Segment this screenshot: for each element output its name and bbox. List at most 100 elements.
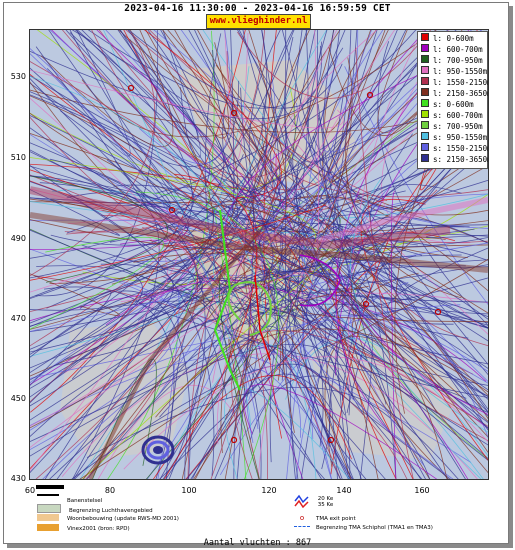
flight-track <box>295 162 488 397</box>
flight-track <box>103 30 251 433</box>
y-tick-label: 490 <box>10 234 26 243</box>
flight-track <box>30 175 324 447</box>
flight-track <box>322 30 441 153</box>
flight-track <box>30 47 284 247</box>
flight-track <box>280 211 354 479</box>
map-key-label: Vinex2001 (bron: RPD) <box>67 526 130 532</box>
flight-track <box>284 36 488 326</box>
flight-track <box>30 75 298 194</box>
flight-track <box>71 30 281 214</box>
flight-track <box>249 375 459 479</box>
site-url-link[interactable]: www.vlieghinder.nl <box>206 14 311 29</box>
flight-track <box>30 116 282 250</box>
map-key-noise-contours: 20 Ke 35 Ke <box>294 494 333 509</box>
legend-swatch <box>421 154 429 162</box>
flight-track <box>71 148 488 380</box>
flight-track <box>30 43 454 279</box>
y-tick-label: 470 <box>10 314 26 323</box>
flight-track <box>160 266 488 427</box>
flight-track <box>30 344 350 457</box>
flight-track <box>194 30 340 206</box>
flight-track <box>49 30 239 284</box>
flight-track <box>30 282 214 396</box>
flight-track <box>119 30 265 209</box>
legend-entry: s: 700-950m <box>421 121 483 131</box>
flight-track <box>30 265 143 381</box>
flight-track <box>328 269 488 422</box>
legend-label: l: 600-700m <box>433 45 483 54</box>
legend-swatch <box>421 88 429 96</box>
flight-track <box>241 277 488 317</box>
flight-track <box>30 221 278 324</box>
legend-label: s: 1550-2150m <box>433 144 489 153</box>
runway-swatch <box>37 494 59 503</box>
legend-label: s: 700-950m <box>433 122 483 131</box>
flight-track <box>62 30 313 178</box>
flight-track <box>269 30 449 463</box>
flight-track <box>302 226 465 479</box>
flight-track <box>30 175 168 283</box>
flight-track <box>377 41 488 326</box>
flight-track <box>169 344 317 479</box>
legend-entry: s: 950-1550m <box>421 132 487 142</box>
flight-track <box>245 309 332 479</box>
flight-track <box>96 30 261 202</box>
map-key-label: Banenstelsel <box>67 498 103 504</box>
flight-track <box>344 66 488 306</box>
tma-exit-marker <box>127 84 135 92</box>
legend-entry: s: 2150-3650m <box>421 154 489 164</box>
flight-track <box>79 225 428 479</box>
flight-track <box>324 30 389 133</box>
holding-circle <box>141 435 175 465</box>
legend-entry: l: 700-950m <box>421 55 483 65</box>
flight-track <box>30 190 300 389</box>
vinex-swatch <box>37 524 59 531</box>
flight-track-canvas <box>30 30 488 479</box>
x-tick-label: 100 <box>181 486 197 495</box>
flight-track <box>30 189 120 236</box>
legend-swatch <box>421 121 429 129</box>
map-key-label: Begrenzing Luchthavengebied <box>69 508 153 514</box>
flight-track <box>30 176 280 429</box>
flight-track <box>83 195 321 479</box>
flight-track <box>30 204 327 281</box>
flight-track <box>211 30 352 242</box>
flight-track <box>135 191 280 479</box>
flight-track-map[interactable]: l: 0-600m l: 600-700m l: 700-950m l: 950… <box>29 29 489 480</box>
holding-circle <box>146 440 170 460</box>
flight-track <box>30 45 322 120</box>
x-tick-label: 60 <box>24 486 36 495</box>
legend-label: s: 2150-3650m <box>433 155 489 164</box>
tma-boundary-icon <box>294 526 310 527</box>
tma-exit-marker <box>327 436 335 444</box>
legend-label: s: 0-600m <box>433 100 474 109</box>
flight-track <box>30 279 203 353</box>
flight-track <box>307 30 333 174</box>
x-tick-label: 140 <box>336 486 352 495</box>
map-key-label: Begrenzing TMA Schiphol (TMA1 en TMA3) <box>316 525 433 531</box>
flight-count: Aantal vluchten : 867 <box>203 538 312 548</box>
flight-track <box>212 30 338 383</box>
holding-circle <box>153 446 163 454</box>
flight-track <box>245 368 353 479</box>
flight-track <box>30 117 267 350</box>
flight-track <box>250 30 427 269</box>
flight-track <box>81 30 246 200</box>
flight-track <box>125 30 274 204</box>
flight-track <box>255 220 414 479</box>
flight-track <box>49 158 206 479</box>
flight-track <box>338 255 488 285</box>
legend-swatch <box>421 55 429 63</box>
flight-track <box>214 30 407 243</box>
dense-corridor <box>30 186 488 479</box>
low-tracks <box>213 209 341 391</box>
map-key-label: TMA exit point <box>316 516 356 522</box>
flight-track <box>215 64 488 216</box>
flight-track <box>355 47 414 479</box>
x-tick-label: 160 <box>414 486 430 495</box>
flight-track <box>69 30 199 140</box>
flight-track <box>322 258 488 349</box>
flight-track <box>30 165 296 312</box>
flight-track <box>97 384 255 479</box>
flight-track <box>233 299 325 479</box>
